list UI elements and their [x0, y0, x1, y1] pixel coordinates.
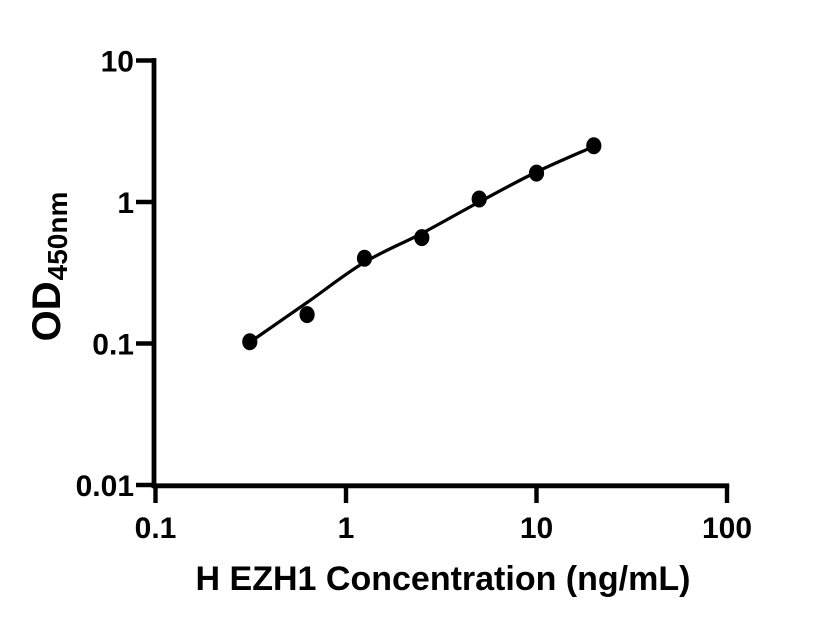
x-tick-label: 10 [520, 512, 553, 545]
y-axis-title-main: OD [25, 281, 69, 342]
y-axis-title-subscript: 450nm [42, 191, 73, 281]
y-tick-label: 1 [117, 187, 134, 220]
y-axis-title: OD450nm [23, 157, 73, 377]
x-axis-title: H EZH1 Concentration (ng/mL) [195, 560, 691, 598]
data-point-marker [299, 306, 315, 324]
x-tick-label: 0.1 [135, 512, 177, 545]
data-point-marker [242, 333, 258, 351]
x-tick-label: 100 [702, 512, 752, 545]
data-point-marker [414, 229, 430, 247]
data-point-marker [528, 164, 545, 182]
x-tick-label: 1 [338, 512, 355, 545]
y-tick-label: 0.01 [76, 470, 134, 503]
data-point-marker [356, 249, 373, 267]
y-tick-label: 0.1 [92, 328, 134, 361]
data-point-marker [586, 137, 602, 155]
data-point-marker [471, 190, 487, 208]
y-tick-label: 10 [101, 45, 134, 78]
